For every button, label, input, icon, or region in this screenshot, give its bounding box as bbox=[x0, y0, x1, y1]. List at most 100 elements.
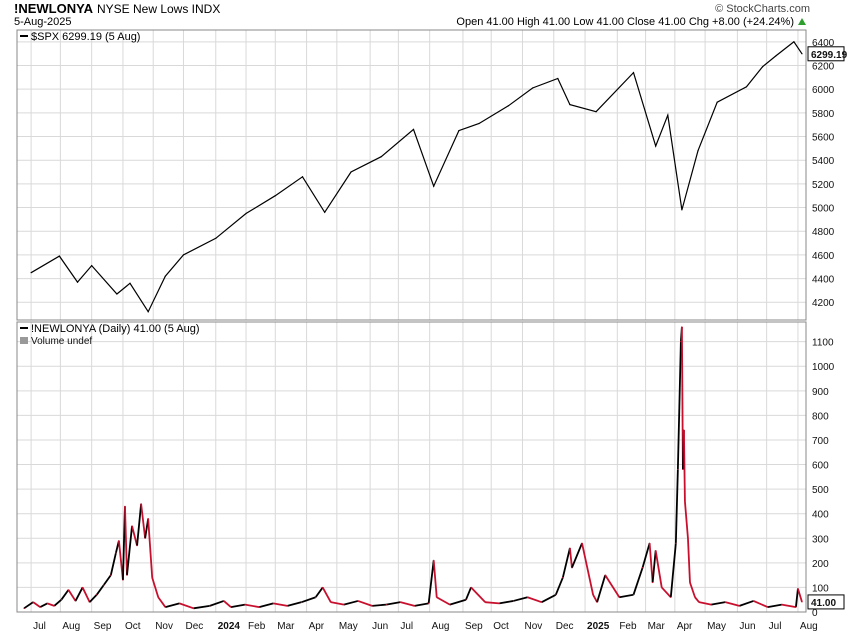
newlows-segment bbox=[140, 503, 147, 539]
newlows-point bbox=[436, 596, 438, 598]
x-tick-label: Apr bbox=[677, 621, 693, 632]
newlows-segment bbox=[314, 586, 324, 598]
newlows-segment bbox=[669, 543, 677, 598]
newlows-segment bbox=[648, 543, 654, 583]
newlows-segment bbox=[258, 602, 274, 608]
y-tick-label: 4600 bbox=[812, 251, 835, 262]
newlows-segment bbox=[165, 602, 180, 608]
newlows-point bbox=[655, 549, 657, 552]
x-tick-label: Nov bbox=[524, 621, 542, 632]
x-tick-label: Dec bbox=[185, 621, 203, 632]
y-tick-label: 700 bbox=[812, 436, 829, 447]
spx-point bbox=[274, 195, 276, 197]
newlows-point bbox=[413, 605, 416, 607]
newlows-point bbox=[675, 542, 677, 544]
y-tick-label: 4400 bbox=[812, 275, 835, 286]
newlows-point bbox=[484, 601, 486, 603]
newlows-point bbox=[682, 468, 684, 471]
x-tick-label: Sep bbox=[94, 621, 112, 632]
newlows-segment bbox=[124, 506, 128, 576]
newlows-point bbox=[164, 606, 166, 608]
newlows-point bbox=[126, 574, 128, 576]
stockcharts-logo[interactable]: © StockCharts.com bbox=[715, 3, 810, 15]
newlows-point bbox=[592, 594, 594, 596]
x-tick-label: Jun bbox=[739, 621, 755, 632]
newlows-segment bbox=[651, 550, 657, 583]
newlows-segment bbox=[372, 603, 387, 607]
y-tick-label: 5600 bbox=[812, 133, 835, 144]
newlows-segment bbox=[797, 588, 803, 603]
newlows-point bbox=[767, 606, 769, 608]
newlows-segment bbox=[131, 525, 138, 546]
volume-icon bbox=[20, 337, 28, 344]
spx-point bbox=[30, 272, 32, 274]
newlows-point bbox=[124, 505, 126, 507]
spx-point bbox=[762, 66, 764, 68]
newlows-segment bbox=[343, 600, 359, 606]
spx-point bbox=[129, 282, 131, 284]
y-tick-label: 5200 bbox=[812, 180, 835, 191]
spx-point bbox=[301, 176, 304, 178]
newlows-segment bbox=[88, 594, 98, 603]
panel-subtitle: Volume undef bbox=[31, 336, 92, 347]
newlows-point bbox=[330, 601, 332, 603]
newlows-point bbox=[797, 588, 799, 590]
y-tick-label: 800 bbox=[812, 411, 829, 422]
spx-point bbox=[667, 114, 669, 116]
newlows-point bbox=[147, 518, 149, 520]
newlows-point bbox=[428, 602, 430, 604]
newlows-segment bbox=[687, 538, 691, 583]
newlows-segment bbox=[619, 593, 634, 599]
newlows-segment bbox=[513, 596, 528, 602]
newlows-point bbox=[684, 500, 686, 503]
newlows-point bbox=[399, 601, 402, 603]
newlows-segment bbox=[126, 525, 133, 576]
newlows-point bbox=[53, 605, 55, 607]
newlows-segment bbox=[223, 600, 232, 608]
spx-point bbox=[182, 254, 185, 256]
spx-point bbox=[380, 156, 382, 158]
newlows-segment bbox=[157, 596, 167, 608]
newlows-segment bbox=[147, 518, 154, 578]
newlows-point bbox=[136, 545, 138, 547]
x-tick-label: Jul bbox=[769, 621, 782, 632]
newlows-point bbox=[118, 540, 120, 542]
newlows-segment bbox=[689, 582, 696, 598]
newlows-segment bbox=[244, 603, 260, 608]
y-tick-label: 1100 bbox=[812, 338, 834, 349]
spx-point bbox=[801, 53, 803, 55]
newlows-point bbox=[315, 596, 317, 598]
x-tick-label: Sep bbox=[465, 621, 483, 632]
newlows-point bbox=[465, 599, 467, 601]
spx-point bbox=[412, 128, 415, 131]
newlows-point bbox=[604, 574, 606, 576]
newlows-segment bbox=[569, 548, 573, 568]
spx-point bbox=[775, 55, 777, 57]
x-tick-label: Jul bbox=[400, 621, 413, 632]
newlows-point bbox=[39, 606, 41, 608]
newlows-segment bbox=[432, 560, 438, 598]
newlows-point bbox=[178, 602, 181, 604]
newlows-point bbox=[300, 601, 303, 603]
newlows-segment bbox=[554, 577, 564, 596]
newlows-segment bbox=[739, 600, 754, 607]
spx-point bbox=[478, 122, 480, 125]
panel-frame bbox=[16, 29, 807, 321]
newlows-segment bbox=[46, 602, 55, 607]
newlows-point bbox=[385, 604, 387, 606]
spx-point bbox=[557, 77, 559, 80]
newlows-point bbox=[596, 601, 598, 603]
x-tick-label: May bbox=[707, 621, 726, 632]
newlows-segment bbox=[74, 587, 84, 602]
newlows-segment bbox=[654, 550, 663, 588]
newlows-point bbox=[801, 601, 803, 603]
newlows-point bbox=[738, 605, 741, 607]
y-tick-label: 600 bbox=[812, 461, 829, 472]
newlows-segment bbox=[676, 341, 682, 470]
y-tick-label: 1000 bbox=[812, 362, 835, 373]
newlows-point bbox=[661, 586, 663, 589]
spx-point bbox=[716, 101, 718, 103]
newlows-segment bbox=[684, 501, 689, 539]
spx-point bbox=[632, 72, 635, 74]
newlows-point bbox=[569, 547, 571, 549]
